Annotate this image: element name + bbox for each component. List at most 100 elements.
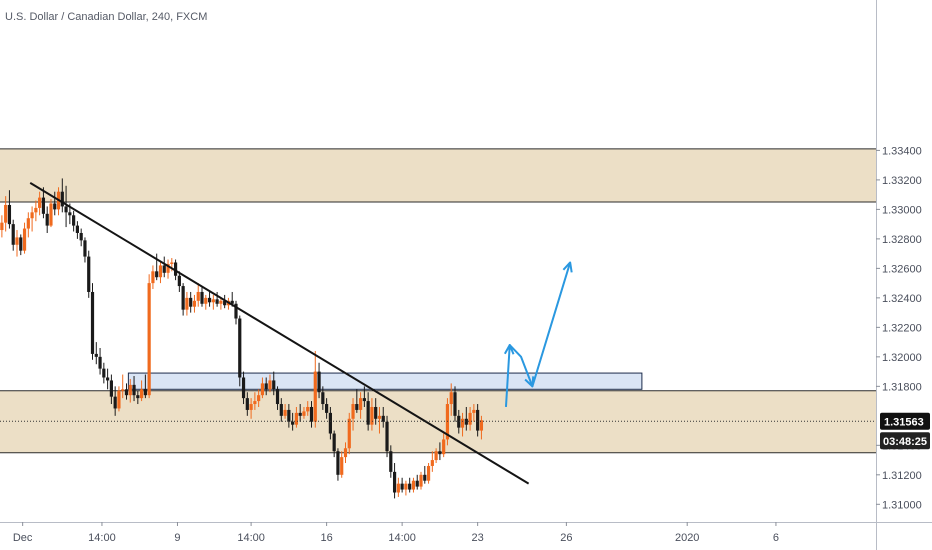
projection-arrowhead-first — [503, 344, 515, 355]
candle-body — [166, 263, 170, 273]
candle-body — [200, 291, 204, 304]
candle-body — [351, 404, 355, 419]
candle-body — [419, 474, 423, 487]
candle-body — [264, 383, 268, 390]
candle-body — [72, 215, 76, 226]
candle-body — [7, 204, 12, 225]
candle-body — [430, 460, 434, 466]
chart-title-group: U.S. Dollar / Canadian Dollar, 240, FXCM — [2, 9, 214, 23]
chart-title-backdrop — [2, 9, 214, 23]
candle-body — [302, 411, 306, 416]
candle-body — [41, 197, 46, 214]
candle-body — [468, 412, 472, 425]
candle-body — [257, 395, 261, 402]
candle-body — [4, 204, 8, 223]
candle-body — [392, 471, 397, 493]
trendline — [29, 181, 530, 485]
chart-title: U.S. Dollar / Canadian Dollar, 240, FXCM — [5, 11, 207, 23]
candle-body — [460, 418, 465, 428]
projection-path — [504, 262, 572, 408]
candle-body — [132, 384, 136, 396]
candle-body — [139, 389, 144, 399]
candle-body — [94, 353, 98, 357]
candle-body — [389, 451, 393, 472]
candle-body — [30, 212, 34, 219]
candle-body — [177, 275, 181, 287]
candle-body — [298, 412, 302, 416]
candle-body — [317, 371, 321, 393]
trendline-layer — [29, 181, 530, 485]
countdown-timer-tag: 03:48:25 — [880, 432, 930, 450]
candle-body — [151, 271, 155, 284]
candle-body — [400, 483, 404, 490]
candle-body — [294, 412, 299, 425]
candle-body — [230, 300, 234, 304]
price-tick-label: 1.32800 — [882, 234, 922, 246]
candle-body — [121, 389, 125, 391]
candle-body — [370, 406, 374, 425]
candle-body — [377, 415, 382, 419]
candle-body — [404, 483, 408, 490]
candle-body — [358, 398, 363, 410]
candle-body — [411, 480, 416, 490]
candle-body — [253, 401, 257, 405]
candle-body — [185, 297, 189, 310]
projection-arrowhead-target — [562, 261, 573, 273]
price-tick-label: 1.33000 — [882, 204, 922, 216]
candle-body — [158, 265, 163, 278]
candle-body — [457, 415, 461, 428]
candle-body — [192, 300, 197, 307]
candle-body — [215, 299, 219, 304]
candles-layer — [0, 178, 484, 499]
candle-body — [355, 404, 359, 410]
candle-body — [68, 212, 72, 216]
candle-body — [438, 451, 442, 455]
price-tick-label: 1.31000 — [882, 499, 922, 511]
price-tick-label: 1.32600 — [882, 263, 922, 275]
candle-body — [64, 206, 68, 213]
time-tick-label: 23 — [472, 532, 484, 544]
time-tick-label: 6 — [773, 532, 779, 544]
candle-body — [396, 483, 400, 493]
zone-rect-0 — [0, 148, 876, 203]
candle-body — [268, 380, 272, 390]
time-tick-label: 14:00 — [88, 532, 116, 544]
candle-body — [22, 228, 27, 251]
time-tick-label: 14:00 — [237, 532, 265, 544]
price-tick-label: 1.31800 — [882, 381, 922, 393]
candle-body — [291, 421, 295, 425]
candle-body — [173, 262, 178, 276]
candle-body — [113, 396, 117, 409]
candle-body — [408, 483, 412, 490]
candle-body — [75, 225, 80, 233]
resistance-box — [127, 372, 643, 390]
candle-body — [476, 409, 480, 431]
time-tick-label: 14:00 — [388, 532, 416, 544]
candle-body — [34, 207, 38, 213]
time-tick-label: 16 — [320, 532, 332, 544]
candle-body — [245, 398, 249, 410]
candle-body — [279, 404, 283, 416]
candle-body — [26, 218, 30, 229]
candle-body — [321, 392, 325, 405]
candle-body — [464, 418, 468, 425]
candle-body — [196, 291, 200, 301]
candle-body — [19, 237, 23, 251]
projection-arrow-layer — [503, 261, 573, 408]
candle-body — [287, 409, 291, 422]
projection-arrowhead-pullback — [524, 376, 535, 388]
candle-body — [238, 318, 242, 378]
candle-body — [11, 224, 15, 245]
candle-body — [211, 299, 215, 303]
candle-body — [234, 303, 238, 319]
time-tick-label: 9 — [174, 532, 180, 544]
resistance-box-layer — [127, 372, 643, 390]
price-tick-label: 1.33200 — [882, 175, 922, 187]
time-tick-label: Dec — [13, 532, 33, 544]
price-tick-label: 1.33400 — [882, 145, 922, 157]
candle-body — [15, 237, 19, 245]
candle-body — [155, 271, 159, 278]
candle-body — [83, 240, 87, 257]
